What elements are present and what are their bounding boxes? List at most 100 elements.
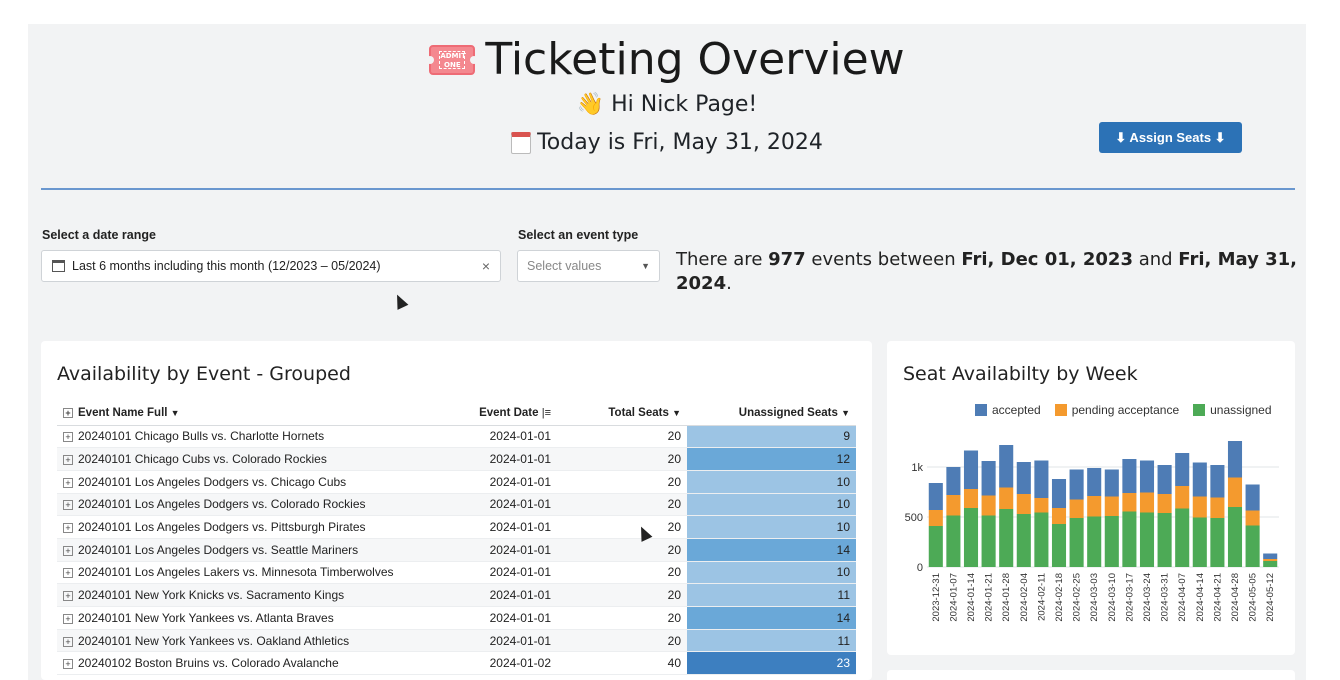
bar-segment-accepted[interactable] (1139, 460, 1155, 493)
bar-segment-pending-acceptance[interactable] (1122, 493, 1137, 512)
date-range-input[interactable]: Last 6 months including this month (12/2… (41, 250, 501, 282)
bar-segment-accepted[interactable] (1245, 484, 1260, 511)
bar-segment-pending-acceptance[interactable] (1139, 492, 1155, 513)
bar-segment-unassigned[interactable] (1087, 516, 1102, 568)
bar-segment-unassigned[interactable] (1051, 524, 1067, 567)
bar-segment-accepted[interactable] (1122, 459, 1137, 493)
bar-segment-unassigned[interactable] (1157, 513, 1172, 567)
clear-icon[interactable]: × (481, 258, 490, 274)
bar-segment-accepted[interactable] (928, 483, 943, 510)
bar-segment-accepted[interactable] (1192, 462, 1207, 497)
bar-segment-pending-acceptance[interactable] (1087, 496, 1102, 517)
bar-segment-unassigned[interactable] (999, 509, 1014, 567)
bar-segment-pending-acceptance[interactable] (999, 487, 1014, 510)
expand-icon[interactable]: + (63, 545, 73, 556)
expand-icon[interactable]: + (63, 455, 73, 466)
expand-icon[interactable]: + (63, 591, 73, 602)
bar-segment-accepted[interactable] (981, 461, 996, 496)
bar-segment-accepted[interactable] (1087, 468, 1102, 496)
bar-segment-pending-acceptance[interactable] (1051, 508, 1067, 524)
bar-segment-pending-acceptance[interactable] (946, 495, 961, 516)
table-row[interactable]: +20240101 Chicago Cubs vs. Colorado Rock… (57, 447, 856, 471)
event-type-select[interactable]: Select values ▼ (517, 250, 660, 282)
table-row[interactable]: +20240101 New York Yankees vs. Atlanta B… (57, 606, 856, 630)
bar-segment-pending-acceptance[interactable] (928, 510, 943, 526)
bar-segment-unassigned[interactable] (928, 526, 943, 567)
bar-segment-unassigned[interactable] (1034, 512, 1049, 568)
expand-icon[interactable]: + (63, 477, 73, 488)
bar-segment-accepted[interactable] (999, 445, 1014, 488)
column-header-event-date[interactable]: Event Date |≡ (457, 401, 557, 426)
expand-icon[interactable]: + (63, 659, 73, 670)
bar-segment-unassigned[interactable] (1016, 514, 1031, 567)
bar-segment-unassigned[interactable] (1245, 525, 1260, 568)
bar-segment-accepted[interactable] (1175, 453, 1190, 486)
table-row[interactable]: +20240101 Los Angeles Dodgers vs. Chicag… (57, 470, 856, 494)
bar-segment-pending-acceptance[interactable] (963, 489, 979, 508)
expand-icon[interactable]: + (63, 500, 73, 511)
bar-segment-unassigned[interactable] (1122, 511, 1137, 568)
bar-segment-pending-acceptance[interactable] (981, 495, 996, 516)
bar-segment-unassigned[interactable] (1139, 512, 1155, 568)
bar-segment-accepted[interactable] (946, 467, 961, 495)
bar-segment-unassigned[interactable] (1175, 508, 1190, 568)
column-header-total-seats[interactable]: Total Seats ▼ (557, 401, 687, 426)
bar-segment-pending-acceptance[interactable] (1157, 494, 1172, 513)
expand-icon[interactable]: + (63, 523, 73, 534)
bar-segment-pending-acceptance[interactable] (1263, 559, 1278, 561)
expand-icon[interactable]: + (63, 407, 73, 418)
chevron-down-icon[interactable]: ▼ (672, 407, 681, 418)
bar-segment-accepted[interactable] (1016, 462, 1031, 494)
chevron-down-icon[interactable]: ▼ (841, 407, 850, 418)
bar-segment-accepted[interactable] (1227, 441, 1243, 478)
event-date-cell: 2024-01-01 (457, 606, 557, 630)
bar-segment-unassigned[interactable] (1227, 507, 1243, 567)
bar-segment-unassigned[interactable] (1263, 561, 1278, 567)
table-row[interactable]: +20240101 Los Angeles Dodgers vs. Seattl… (57, 538, 856, 562)
bar-segment-pending-acceptance[interactable] (1016, 494, 1031, 514)
bar-segment-accepted[interactable] (1157, 465, 1172, 494)
event-date-cell: 2024-01-01 (457, 538, 557, 562)
legend-item[interactable]: unassigned (1193, 403, 1272, 417)
legend-item[interactable]: accepted (975, 403, 1041, 417)
bar-segment-pending-acceptance[interactable] (1227, 477, 1243, 508)
bar-segment-unassigned[interactable] (963, 508, 979, 567)
sort-icon[interactable]: |≡ (541, 406, 551, 419)
expand-icon[interactable]: + (63, 636, 73, 647)
bar-segment-accepted[interactable] (963, 450, 979, 490)
bar-segment-pending-acceptance[interactable] (1210, 497, 1225, 519)
bar-segment-accepted[interactable] (1104, 469, 1119, 497)
table-row[interactable]: +20240101 Los Angeles Lakers vs. Minneso… (57, 561, 856, 585)
bar-segment-accepted[interactable] (1051, 479, 1067, 508)
bar-segment-pending-acceptance[interactable] (1104, 496, 1119, 517)
bar-segment-unassigned[interactable] (946, 515, 961, 568)
bar-segment-pending-acceptance[interactable] (1034, 498, 1049, 513)
bar-segment-unassigned[interactable] (981, 515, 996, 568)
bar-segment-accepted[interactable] (1210, 465, 1225, 498)
bar-segment-accepted[interactable] (1069, 469, 1084, 500)
bar-segment-unassigned[interactable] (1192, 517, 1207, 568)
table-row[interactable]: +20240101 Los Angeles Dodgers vs. Colora… (57, 493, 856, 517)
bar-segment-unassigned[interactable] (1210, 518, 1225, 567)
bar-segment-unassigned[interactable] (1104, 516, 1119, 567)
bar-segment-accepted[interactable] (1034, 460, 1049, 499)
expand-icon[interactable]: + (63, 613, 73, 624)
column-header-unassigned-seats[interactable]: Unassigned Seats ▼ (687, 401, 856, 426)
assign-seats-button[interactable]: ⬇ Assign Seats ⬇ (1099, 122, 1242, 153)
legend-item[interactable]: pending acceptance (1054, 403, 1179, 417)
bar-segment-pending-acceptance[interactable] (1192, 496, 1207, 518)
expand-icon[interactable]: + (63, 432, 73, 443)
table-row[interactable]: +20240101 Los Angeles Dodgers vs. Pittsb… (57, 515, 856, 539)
bar-segment-pending-acceptance[interactable] (1245, 510, 1260, 526)
bar-segment-unassigned[interactable] (1069, 518, 1084, 567)
bar-segment-pending-acceptance[interactable] (1069, 499, 1084, 519)
table-row[interactable]: +20240101 Chicago Bulls vs. Charlotte Ho… (57, 425, 856, 449)
column-header-event-name[interactable]: + Event Name Full ▼ (57, 401, 457, 426)
bar-segment-accepted[interactable] (1263, 553, 1278, 560)
bar-segment-pending-acceptance[interactable] (1175, 486, 1190, 509)
table-row[interactable]: +20240102 Boston Bruins vs. Colorado Ava… (57, 651, 856, 676)
expand-icon[interactable]: + (63, 568, 73, 579)
table-row[interactable]: +20240101 New York Yankees vs. Oakland A… (57, 629, 856, 653)
table-row[interactable]: +20240101 New York Knicks vs. Sacramento… (57, 583, 856, 607)
chevron-down-icon[interactable]: ▼ (170, 407, 180, 418)
